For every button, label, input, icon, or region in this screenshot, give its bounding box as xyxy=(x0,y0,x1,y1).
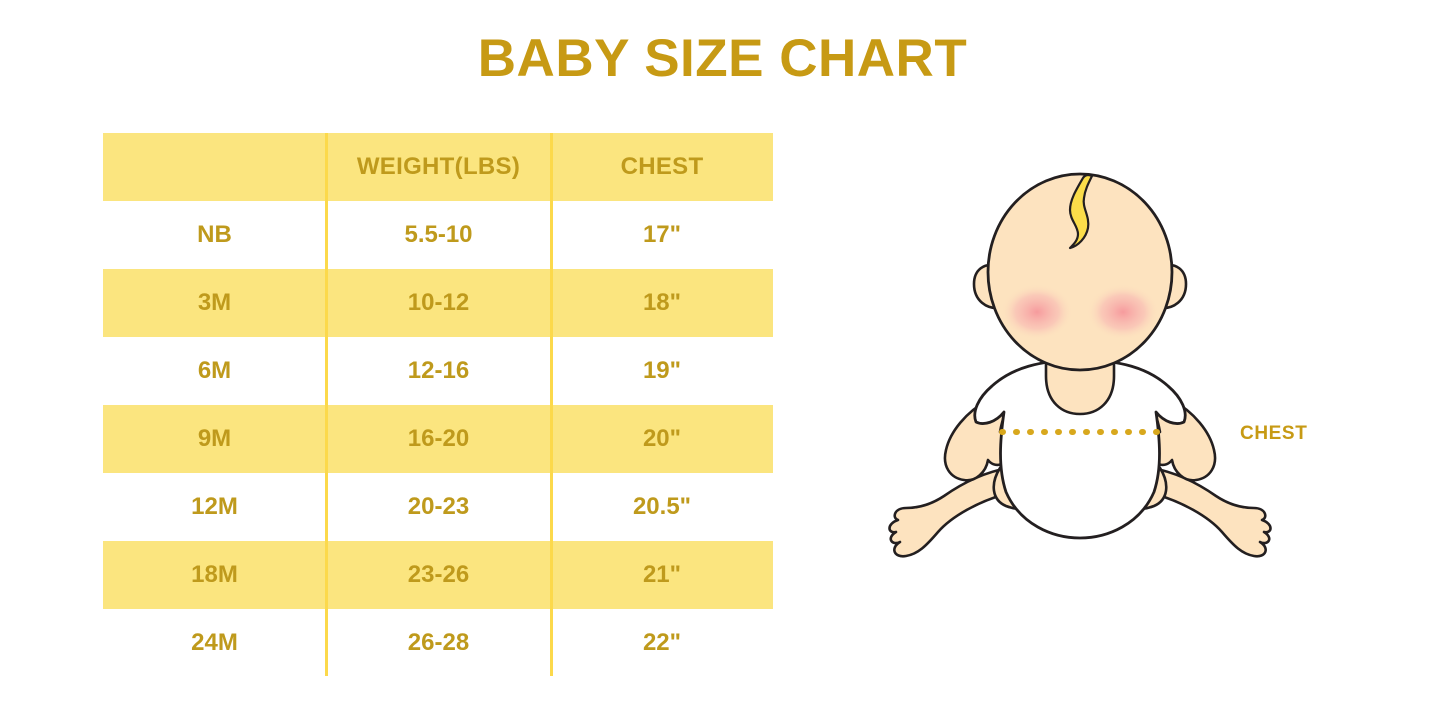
cell-size: 9M xyxy=(103,405,326,473)
cell-size: 6M xyxy=(103,337,326,405)
table-row: 18M 23-26 21" xyxy=(103,541,773,609)
cell-size: 24M xyxy=(103,609,326,677)
table-row: NB 5.5-10 17" xyxy=(103,201,773,269)
baby-illustration xyxy=(880,150,1280,610)
chest-measure-label: CHEST xyxy=(1240,423,1308,444)
cell-size: 12M xyxy=(103,473,326,541)
table-header-row: WEIGHT(LBS) CHEST xyxy=(103,133,773,201)
cell-weight: 5.5-10 xyxy=(326,201,551,269)
cell-weight: 20-23 xyxy=(326,473,551,541)
table-row: 6M 12-16 19" xyxy=(103,337,773,405)
cell-weight: 12-16 xyxy=(326,337,551,405)
table-row: 9M 16-20 20" xyxy=(103,405,773,473)
cell-chest: 22" xyxy=(551,609,773,677)
cell-chest: 19" xyxy=(551,337,773,405)
table-header: WEIGHT(LBS) CHEST xyxy=(103,133,773,201)
baby-hair-curl xyxy=(1068,173,1094,250)
column-header-size xyxy=(103,133,326,201)
column-header-chest: CHEST xyxy=(551,133,773,201)
cell-size: 3M xyxy=(103,269,326,337)
cell-chest: 17" xyxy=(551,201,773,269)
cell-weight: 16-20 xyxy=(326,405,551,473)
cell-chest: 21" xyxy=(551,541,773,609)
table-body: NB 5.5-10 17" 3M 10-12 18" 6M 12-16 19" … xyxy=(103,201,773,677)
cell-size: 18M xyxy=(103,541,326,609)
cell-size: NB xyxy=(103,201,326,269)
column-divider-1 xyxy=(325,133,328,676)
table-row: 24M 26-28 22" xyxy=(103,609,773,677)
column-divider-2 xyxy=(550,133,553,676)
table-row: 3M 10-12 18" xyxy=(103,269,773,337)
cell-chest: 18" xyxy=(551,269,773,337)
column-header-weight: WEIGHT(LBS) xyxy=(326,133,551,201)
baby-size-table: WEIGHT(LBS) CHEST NB 5.5-10 17" 3M 10-12… xyxy=(103,133,773,677)
page-title: BABY SIZE CHART xyxy=(477,29,968,88)
cell-chest: 20.5" xyxy=(551,473,773,541)
table-row: 12M 20-23 20.5" xyxy=(103,473,773,541)
cell-chest: 20" xyxy=(551,405,773,473)
baby-onesie xyxy=(973,358,1187,540)
cell-weight: 26-28 xyxy=(326,609,551,677)
baby-right-cheek xyxy=(1087,284,1159,340)
cell-weight: 23-26 xyxy=(326,541,551,609)
cell-weight: 10-12 xyxy=(326,269,551,337)
baby-left-cheek xyxy=(1001,284,1073,340)
